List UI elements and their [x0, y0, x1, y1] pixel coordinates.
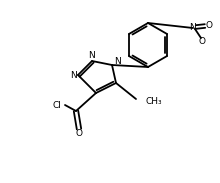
Text: O: O — [75, 130, 82, 139]
Text: N: N — [190, 23, 196, 33]
Text: CH₃: CH₃ — [145, 98, 162, 107]
Text: O: O — [198, 38, 205, 46]
Text: N: N — [114, 57, 120, 66]
Text: O: O — [205, 21, 213, 31]
Text: Cl: Cl — [53, 100, 61, 109]
Text: N: N — [88, 51, 94, 61]
Text: N: N — [70, 70, 76, 79]
